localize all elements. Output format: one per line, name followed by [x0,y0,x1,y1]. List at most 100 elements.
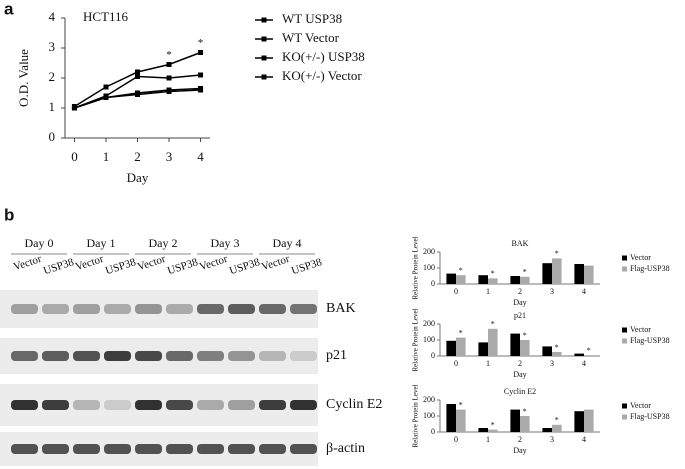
annotation: * [587,346,591,355]
blot-band [259,304,286,314]
blot-band [228,304,255,314]
y-tick-label: 3 [49,39,56,54]
day-label: Day 0 [25,236,54,250]
point [198,72,204,78]
blot-band [197,304,224,314]
bar [456,409,466,432]
y-tick-label: 1 [49,99,56,114]
blot-band [228,444,255,454]
bar [574,264,584,284]
lane-label: USP38 [104,256,138,277]
chart-title: Cyclin E2 [504,387,536,396]
point [198,50,204,55]
x-tick-label: 2 [518,435,522,444]
blot-band [104,304,131,314]
x-tick-label: 0 [71,149,78,164]
y-tick-label: 100 [423,335,435,344]
blot-band [228,351,255,361]
blot-band [197,351,224,361]
legend-marker [622,327,627,333]
bar [478,428,488,432]
blot-band [135,400,162,410]
blot-band [228,400,255,410]
x-tick-label: 3 [550,287,554,296]
x-tick-label: 4 [582,435,586,444]
annotation: * [555,249,559,258]
bar [584,355,594,356]
protein-label: β-actin [326,441,365,456]
lane-label: USP38 [228,256,262,277]
bar [488,429,498,432]
x-tick-label: 0 [454,287,458,296]
legend-marker [622,255,627,261]
annotation: * [523,407,527,416]
blot-band [197,444,224,454]
x-tick-label: 0 [454,435,458,444]
bar [542,263,552,284]
y-axis-label: Relative Protein Level [412,236,420,299]
x-tick-label: 1 [486,287,490,296]
point [135,74,140,79]
bar [478,275,488,284]
lane-label: Vector [74,253,105,273]
y-tick-label: 0 [431,427,435,436]
bar [446,340,456,356]
blot-band [135,304,162,314]
y-tick-label: 0 [49,129,56,144]
bar [542,428,552,432]
x-tick-label: 0 [454,359,458,368]
legend-label: WT Vector [282,30,340,45]
annotation: * [491,420,495,429]
legend-marker [622,403,627,409]
x-tick-label: 1 [103,149,110,164]
bar [456,275,466,284]
bar [446,273,456,284]
legend-marker [622,338,627,344]
blot-band [290,304,317,314]
legend-label: Vector [630,325,651,334]
panel-label: a [4,0,14,18]
bar [552,258,562,284]
bar [510,409,520,432]
blot-band [73,444,100,454]
annotation: * [198,37,204,49]
x-axis-label: Day [513,370,526,379]
blot-band [73,304,100,314]
protein-label: p21 [326,348,347,363]
blot-band [42,351,69,361]
legend-marker [261,55,267,61]
blot-band [197,400,224,410]
y-axis-label: Relative Protein Level [412,384,420,447]
legend-label: WT USP38 [282,11,342,26]
blot-band [73,400,100,410]
blot-band [135,444,162,454]
legend-label: Flag-USP38 [630,412,670,421]
blot-band [104,444,131,454]
x-axis-label: Day [127,170,149,185]
legend-label: KO(+/-) USP38 [282,49,365,64]
annotation: * [555,416,559,425]
annotation: * [491,269,495,278]
y-tick-label: 200 [423,395,435,404]
day-label: Day 4 [273,236,302,250]
lane-label: USP38 [290,256,324,277]
y-tick-label: 100 [423,263,435,272]
y-tick-label: 2 [49,69,56,84]
annotation: * [555,343,559,352]
legend-label: Vector [630,401,651,410]
x-tick-label: 2 [518,287,522,296]
x-tick-label: 3 [550,359,554,368]
blot-band [11,304,38,314]
bar [584,409,594,432]
x-axis-label: Day [513,446,526,455]
blot-band [259,444,286,454]
blot-band [73,351,100,361]
bar [510,333,520,356]
annotation: * [491,320,495,329]
y-axis-label: O.D. Value [16,49,31,107]
blot-band [42,444,69,454]
blot-band [104,400,131,410]
point [103,95,109,100]
bar [552,424,562,432]
bar [542,346,552,356]
